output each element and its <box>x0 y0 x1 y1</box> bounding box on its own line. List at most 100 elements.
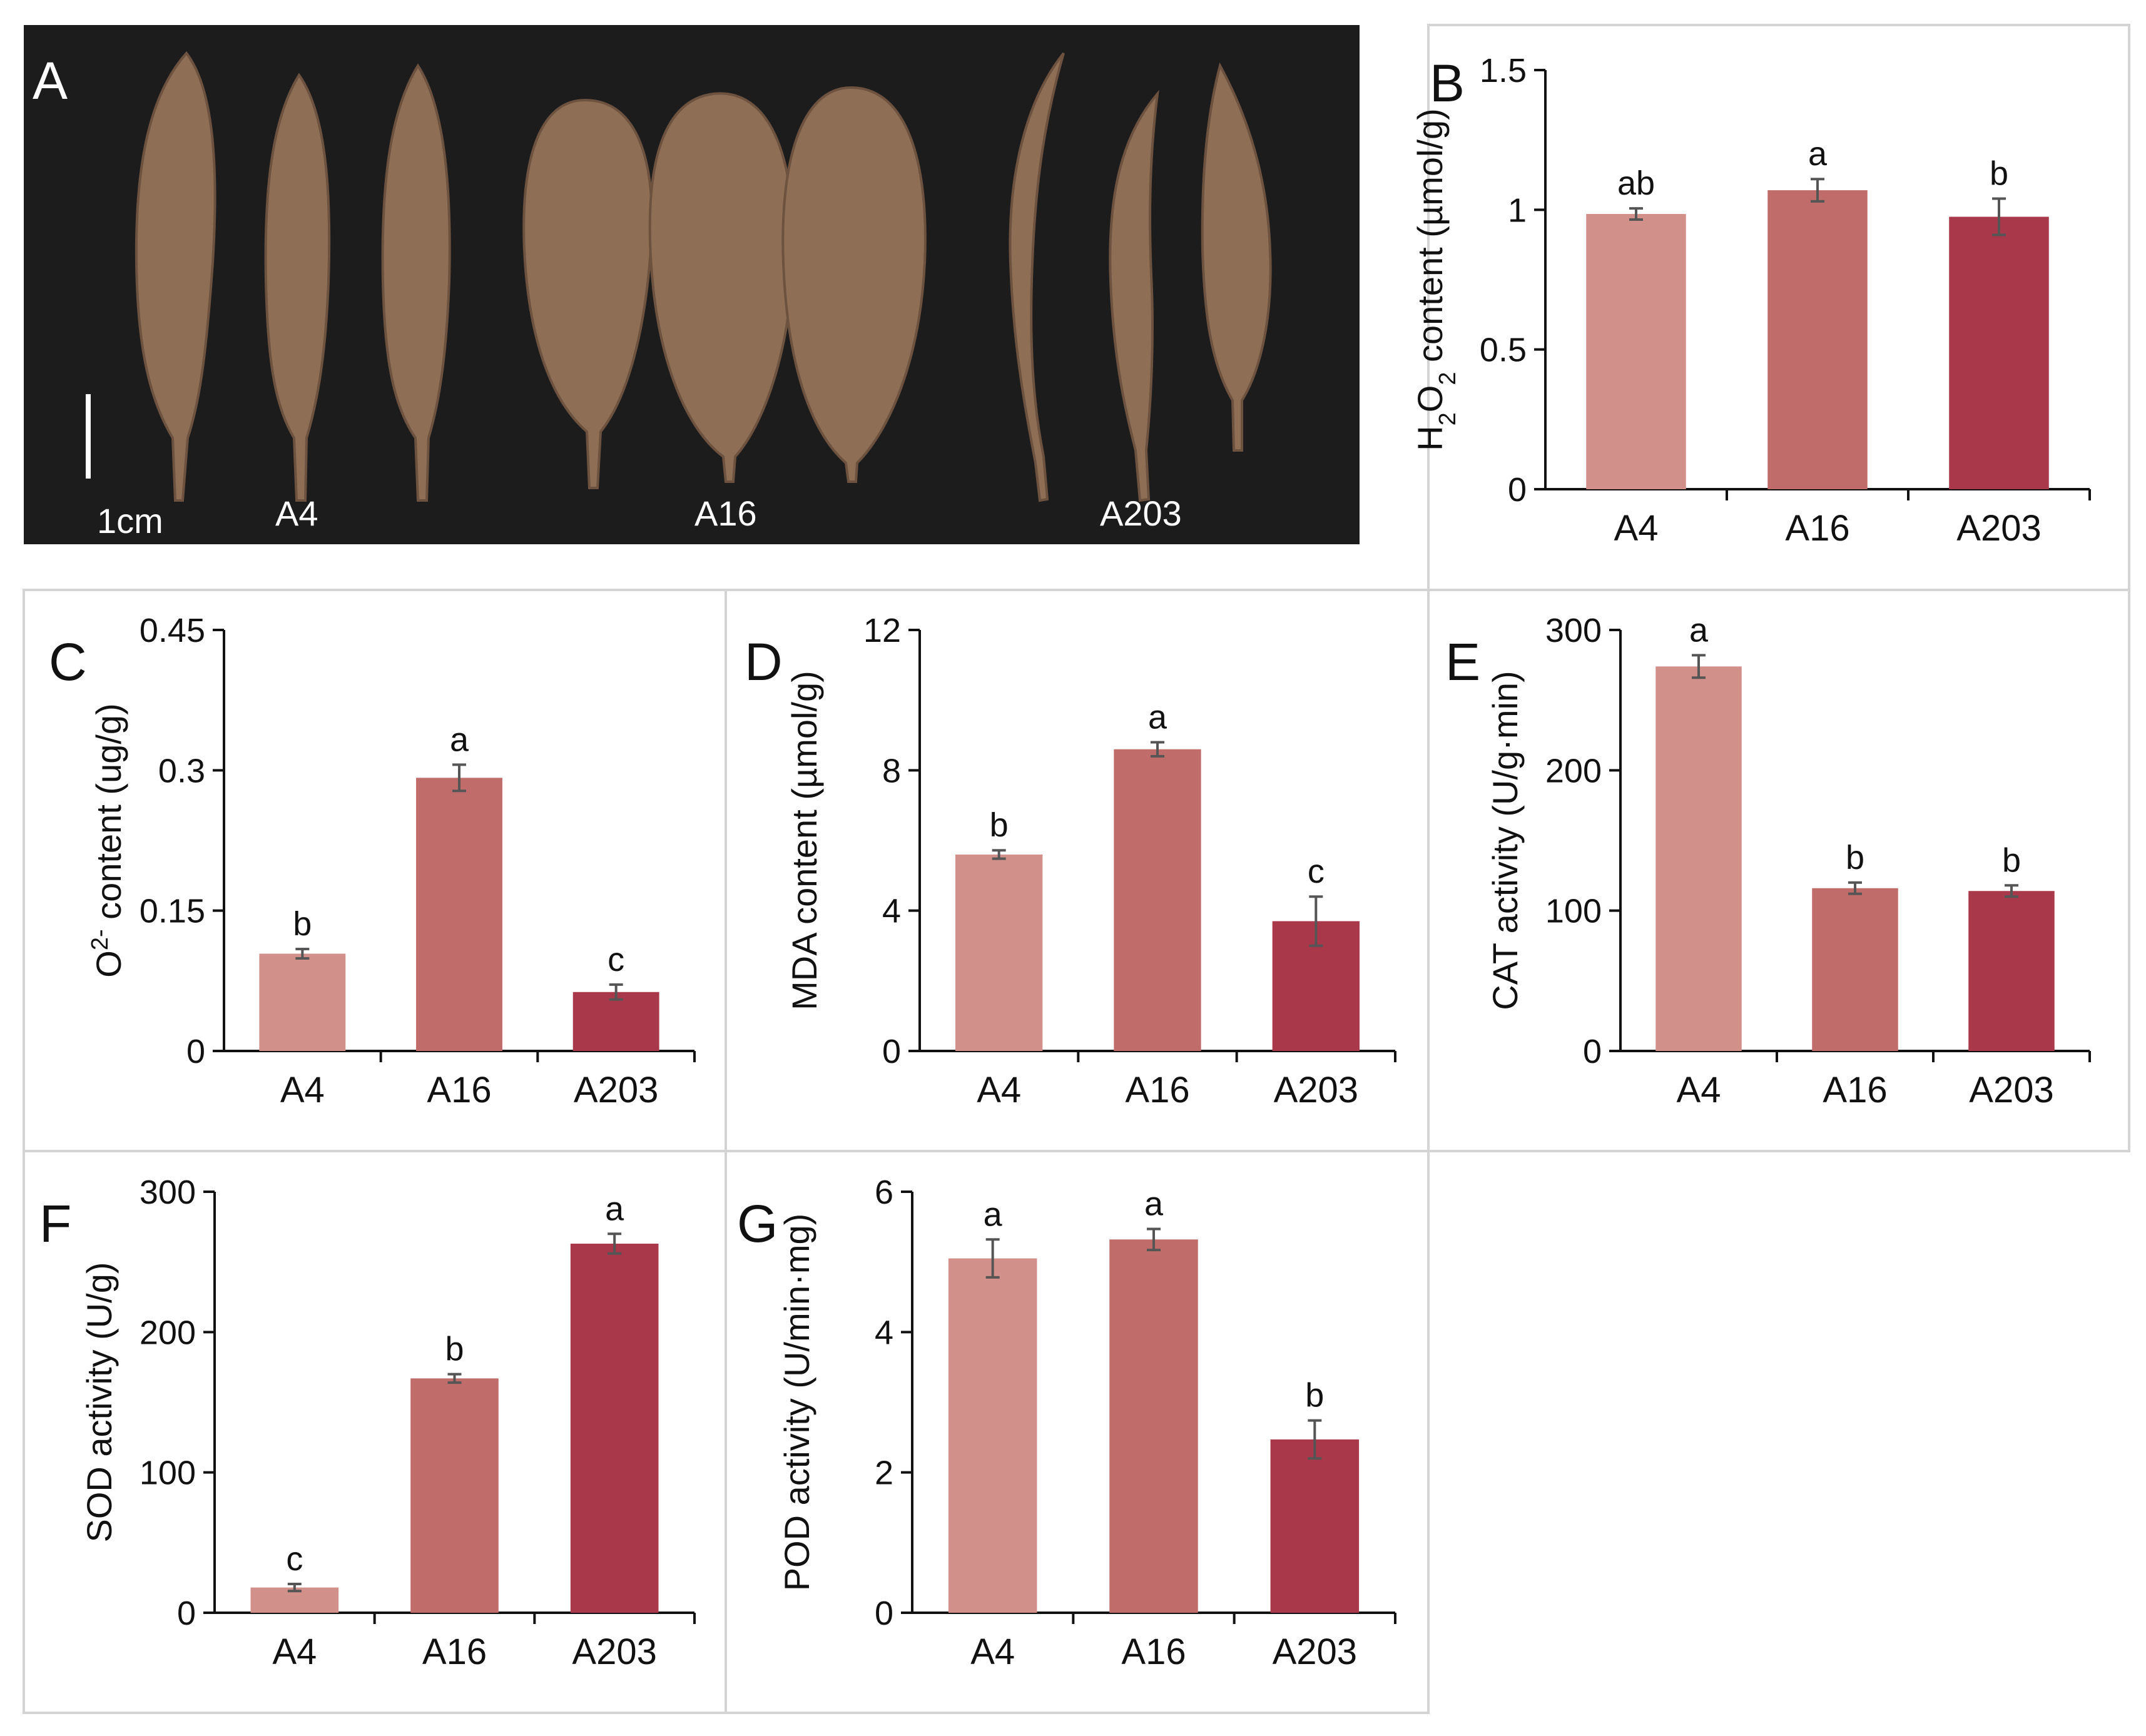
category-label-b: A16 <box>1785 508 1849 549</box>
significance-label-b: b <box>1990 155 2008 192</box>
chart-panel-f: 0 100 200 300 c A4 b A16 a A203 SOD activity (U/g)… <box>39 1174 696 1672</box>
significance-label-d: b <box>990 806 1009 844</box>
y-tick-label-g: 0 <box>875 1595 893 1632</box>
leaf-a16-1 <box>522 98 653 489</box>
y-axis-title-part: content (ug/g) <box>89 703 128 929</box>
significance-label-c: a <box>450 721 469 758</box>
category-label-f: A203 <box>572 1632 656 1672</box>
scale-bar-label: 1cm <box>97 501 163 541</box>
bar-d-a16 <box>1114 749 1201 1051</box>
bar-f-a16 <box>410 1378 499 1613</box>
y-axis-title-c: O2- content (ug/g) <box>87 703 128 977</box>
chart-panel-c: 0 0.15 0.3 0.45 b A4 a A16 c A203 O2- content (ug/… <box>49 612 696 1110</box>
leaf-a203-1 <box>1009 52 1065 502</box>
bar-b-a203 <box>1949 216 2049 489</box>
category-label-d: A16 <box>1125 1070 1189 1110</box>
category-label-g: A16 <box>1121 1632 1186 1672</box>
y-tick-label-c: 0 <box>186 1033 205 1070</box>
bar-e-a203 <box>1968 891 2055 1051</box>
category-label-f: A4 <box>272 1632 317 1672</box>
leaf-a16-3 <box>781 86 927 483</box>
photo-label-a4: A4 <box>275 494 318 533</box>
y-tick-label-f: 0 <box>177 1595 196 1632</box>
category-label-e: A16 <box>1823 1070 1887 1110</box>
category-label-b: A203 <box>1956 508 2041 549</box>
y-axis-title-part: SOD activity (U/g) <box>79 1262 119 1542</box>
category-label-d: A4 <box>977 1070 1021 1110</box>
panel-a-photo: A 1cm A4 A16 A203 <box>24 25 1360 544</box>
significance-label-b: a <box>1808 135 1828 173</box>
leaf-a203-2 <box>1109 89 1159 502</box>
panel-letter-e: E <box>1445 632 1480 691</box>
bar-b-a16 <box>1767 190 1868 489</box>
significance-label-b: ab <box>1617 165 1655 202</box>
panel-letter-g: G <box>737 1194 778 1253</box>
y-axis-title-part: MDA content (µmol/g) <box>785 671 824 1010</box>
panel-g-border <box>725 1150 1430 1714</box>
chart-panel-g: 0 2 4 6 a A4 a A16 b A203 POD activity (U/min·mg)G <box>737 1174 1396 1672</box>
panel-grid <box>23 24 2130 1714</box>
y-tick-label-g: 2 <box>875 1454 893 1492</box>
y-tick-label-e: 200 <box>1545 752 1602 789</box>
bar-c-a203 <box>572 992 659 1051</box>
scale-bar <box>86 394 91 479</box>
significance-label-c: b <box>293 905 312 943</box>
panel-e-border <box>1427 589 2130 1152</box>
leaf-a4-2 <box>264 73 331 502</box>
bar-g-a203 <box>1270 1439 1360 1613</box>
y-tick-label-b: 0 <box>1508 471 1527 509</box>
category-label-g: A203 <box>1273 1632 1357 1672</box>
significance-label-d: a <box>1148 698 1167 736</box>
leaf-a4-3 <box>381 63 451 502</box>
leaf-a203-3 <box>1201 62 1272 452</box>
panel-letter-c: C <box>49 632 87 691</box>
photo-label-a203: A203 <box>1100 494 1182 533</box>
y-axis-title-part: 2 <box>1435 372 1461 385</box>
bar-g-a4 <box>948 1258 1037 1613</box>
y-axis-title-b: H2O2 content (µmol/g) <box>1410 108 1461 451</box>
y-tick-label-b: 1.5 <box>1480 52 1527 89</box>
y-tick-label-e: 100 <box>1545 893 1602 930</box>
y-tick-label-d: 4 <box>882 893 901 930</box>
bar-e-a4 <box>1655 666 1742 1051</box>
category-label-e: A4 <box>1677 1070 1721 1110</box>
y-tick-label-f: 300 <box>140 1174 196 1211</box>
bar-f-a203 <box>570 1244 659 1613</box>
significance-label-f: a <box>605 1190 624 1227</box>
bar-g-a16 <box>1109 1239 1198 1613</box>
y-axis-title-part: O <box>89 950 128 978</box>
y-axis-title-part: 2 <box>1435 412 1461 425</box>
category-label-g: A4 <box>970 1632 1015 1672</box>
bar-e-a16 <box>1812 888 1898 1051</box>
panel-letter-d: D <box>745 632 783 691</box>
y-tick-label-f: 200 <box>140 1314 196 1351</box>
y-tick-label-b: 0.5 <box>1480 332 1527 369</box>
significance-label-d: c <box>1308 853 1325 890</box>
significance-label-g: a <box>984 1195 1003 1233</box>
y-axis-title-f: SOD activity (U/g) <box>79 1262 119 1542</box>
category-label-f: A16 <box>422 1632 487 1672</box>
panel-c-border <box>23 589 727 1152</box>
y-tick-label-c: 0.3 <box>158 752 205 789</box>
panel-letter-a: A <box>33 51 68 110</box>
y-axis-title-part: CAT activity (U/g·min) <box>1485 671 1525 1010</box>
significance-label-g: a <box>1144 1185 1164 1222</box>
y-axis-title-part: O <box>1410 385 1450 413</box>
y-axis-title-d: MDA content (µmol/g) <box>785 671 824 1010</box>
y-tick-label-c: 0.15 <box>140 893 205 930</box>
y-axis-title-part: 2- <box>87 929 113 950</box>
chart-panel-e: 0 100 200 300 a A4 b A16 b A203 CAT activity (U/g·… <box>1445 611 2091 1110</box>
y-tick-label-d: 0 <box>882 1033 901 1070</box>
bar-b-a4 <box>1586 214 1686 489</box>
significance-label-f: c <box>286 1540 303 1578</box>
category-label-c: A4 <box>280 1070 325 1110</box>
panel-letter-f: F <box>39 1194 71 1253</box>
category-label-d: A203 <box>1274 1070 1358 1110</box>
y-axis-title-g: POD activity (U/min·mg) <box>777 1214 816 1591</box>
significance-label-f: b <box>445 1331 464 1368</box>
panel-letter-b: B <box>1430 54 1465 113</box>
y-axis-title-e: CAT activity (U/g·min) <box>1485 671 1525 1010</box>
significance-label-e: a <box>1689 611 1709 649</box>
y-axis-title-part: POD activity (U/min·mg) <box>777 1214 816 1591</box>
